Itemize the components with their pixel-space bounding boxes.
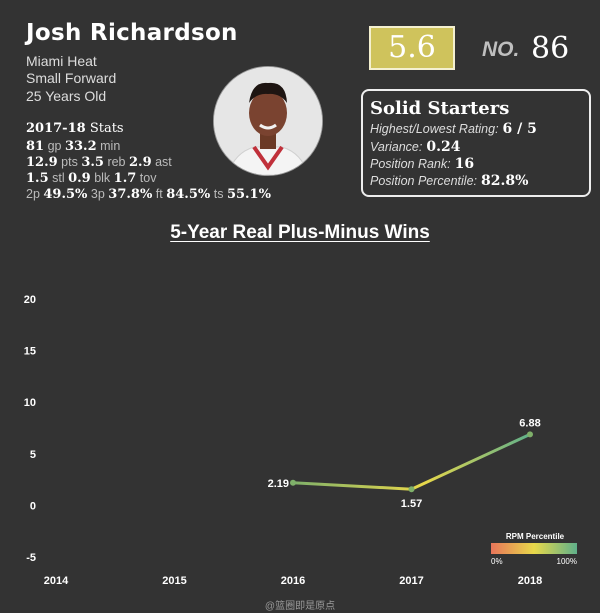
stats-year: 2017-18 [26,121,86,136]
data-label: 2.19 [268,478,289,490]
stat-gp: 81 [26,139,45,154]
stat-pts-label: pts [61,155,78,169]
x-tick-label: 2014 [44,575,69,587]
series-line [292,433,531,491]
tier-title: Solid Starters [370,98,510,119]
x-tick-label: 2016 [281,575,305,587]
x-tick-label: 2018 [518,575,542,587]
stats-row-2: 12.9 pts 3.5 reb 2.9 ast [26,155,172,170]
player-age: 25 Years Old [26,88,107,104]
tier-pos-rank-label: Position Rank: [370,157,451,171]
tier-highest-lowest: Highest/Lowest Rating: 6 / 5 [370,121,537,137]
y-tick-label: 0 [30,500,36,512]
stat-ts-label: ts [213,187,224,201]
overall-rating-badge: 5.6 [369,26,455,70]
player-avatar [213,66,323,176]
rank-number: 86 [531,31,570,66]
chart-title: 5-Year Real Plus-Minus Wins [170,222,430,243]
stats-row-3: 1.5 stl 0.9 blk 1.7 tov [26,171,156,186]
player-name: Josh Richardson [26,20,238,46]
data-label: 1.57 [401,498,422,510]
tier-hl-label: Highest/Lowest Rating: [370,122,499,136]
stat-gp-label: gp [47,139,62,153]
tier-position-rank: Position Rank: 16 [370,156,474,172]
stat-stl-label: stl [52,171,65,185]
stat-ts: 55.1% [226,187,271,202]
legend-min-label: 0% [491,557,503,566]
tier-pos-pct-value: 82.8% [481,173,529,189]
legend-gradient-bar [491,543,577,554]
watermark: @篮圈即是原点 [264,601,336,612]
stat-pts: 12.9 [26,155,58,170]
stats-title: 2017-18 Stats [26,121,124,136]
stat-stl: 1.5 [26,171,49,186]
tier-hl-value: 6 / 5 [502,121,537,137]
data-label: 6.88 [519,417,540,429]
tier-position-percentile: Position Percentile: 82.8% [370,173,528,189]
x-tick-label: 2017 [399,575,423,587]
y-tick-label: 20 [24,294,36,306]
stats-row-4: 2p 49.5% 3p 37.8% ft 84.5% ts 55.1% [26,187,271,202]
stat-blk: 0.9 [68,171,91,186]
tier-variance-label: Variance: [370,140,423,154]
stat-2p-label: 2p [26,187,40,201]
stat-min: 33.2 [64,139,97,154]
stat-min-label: min [100,139,121,153]
legend-title: RPM Percentile [506,532,565,541]
y-tick-label: 10 [24,397,36,409]
stat-ast: 2.9 [129,155,152,170]
data-point [408,486,415,493]
stats-label: Stats [89,121,124,136]
y-tick-label: 5 [30,449,36,461]
y-tick-label: 15 [24,346,36,358]
data-point [290,479,296,486]
stats-row-1: 81 gp 33.2 min [26,139,120,154]
stat-2p: 49.5% [43,187,88,202]
stat-ft-label: ft [155,187,163,201]
stat-tov: 1.7 [113,171,137,186]
stat-3p: 37.8% [108,187,153,202]
tier-pos-pct-label: Position Percentile: [370,174,478,188]
stat-reb: 3.5 [81,155,104,170]
player-team: Miami Heat [26,53,97,69]
tier-variance-value: 0.24 [426,139,461,155]
tier-pos-rank-value: 16 [454,156,475,172]
y-tick-label: -5 [26,552,36,564]
data-point [527,431,533,438]
stat-ft: 84.5% [166,187,211,202]
stat-blk-label: blk [94,171,111,185]
player-portrait-icon [214,67,322,175]
tier-variance: Variance: 0.24 [370,139,460,155]
player-position: Small Forward [26,70,117,86]
rank-label: NO. [482,38,520,61]
tier-box [361,89,591,197]
rpm-percentile-legend: RPM Percentile 0% 100% [491,532,577,566]
stat-reb-label: reb [107,155,126,169]
legend-max-label: 100% [557,557,577,566]
stat-tov-label: tov [139,171,157,185]
stat-3p-label: 3p [90,187,105,201]
x-tick-label: 2015 [162,575,186,587]
stat-ast-label: ast [155,155,172,169]
